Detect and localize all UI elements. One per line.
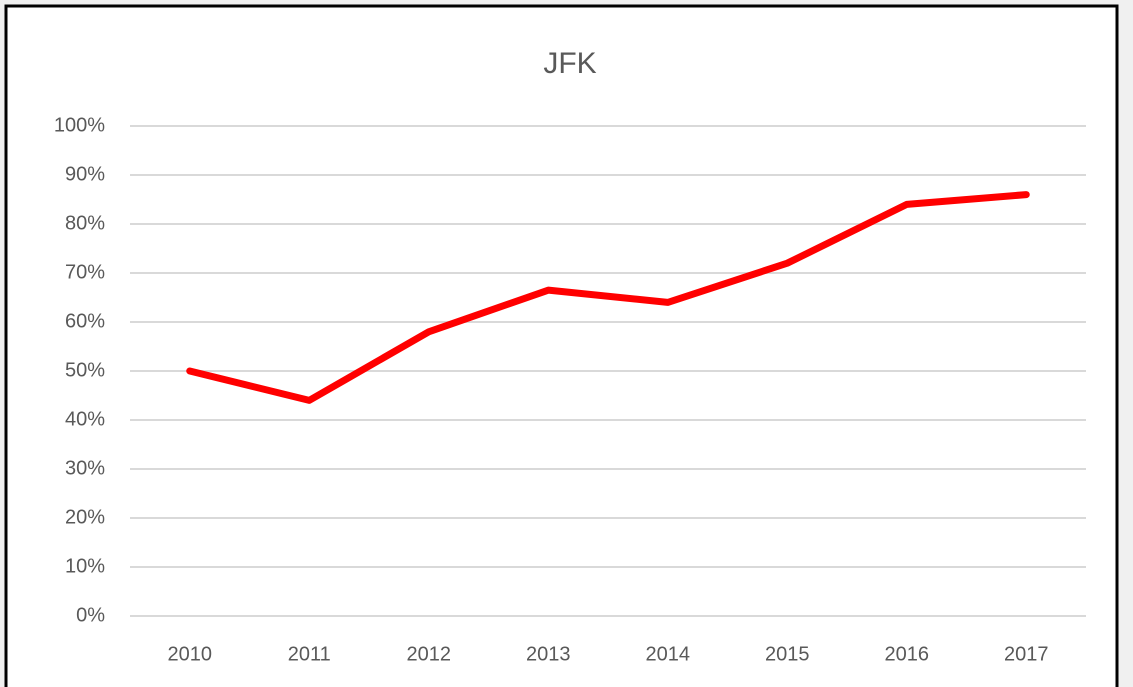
y-tick-label: 80% — [65, 212, 105, 234]
x-tick-label: 2010 — [168, 643, 213, 665]
y-tick-label: 50% — [65, 359, 105, 381]
y-tick-label: 70% — [65, 261, 105, 283]
chart-frame — [4, 4, 1119, 687]
y-tick-label: 90% — [65, 163, 105, 185]
y-tick-label: 0% — [76, 604, 105, 626]
y-tick-label: 60% — [65, 310, 105, 332]
data-line — [186, 191, 1030, 404]
x-tick-label: 2013 — [526, 643, 571, 665]
y-tick-label: 40% — [65, 408, 105, 430]
y-tick-label: 10% — [65, 555, 105, 577]
x-tick-label: 2012 — [407, 643, 452, 665]
x-tick-label: 2011 — [288, 643, 331, 665]
x-tick-label: 2016 — [885, 643, 930, 665]
y-tick-label: 100% — [54, 114, 105, 136]
y-tick-label: 30% — [65, 457, 105, 479]
x-tick-label: 2015 — [765, 643, 810, 665]
x-tick-label: 2017 — [1004, 643, 1049, 665]
x-tick-label: 2014 — [646, 643, 691, 665]
y-tick-label: 20% — [65, 506, 105, 528]
chart-title: JFK — [543, 47, 596, 80]
